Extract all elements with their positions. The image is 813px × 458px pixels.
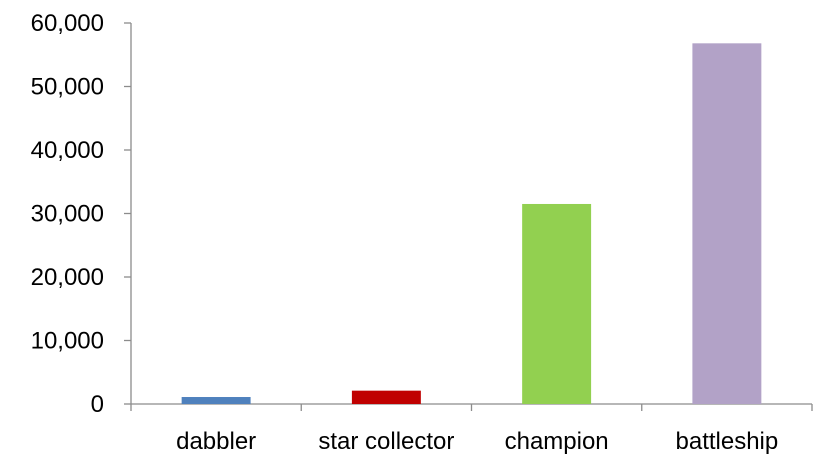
y-axis: 0 10,000 20,000 30,000 40,000 50,000 60,000 — [31, 10, 132, 418]
y-tick-label: 20,000 — [31, 264, 104, 291]
x-tick-label: champion — [505, 428, 609, 455]
y-tick-label: 0 — [91, 391, 104, 418]
x-tick-label: dabbler — [176, 428, 256, 455]
bar-champion — [522, 203, 592, 404]
y-tick-label: 50,000 — [31, 74, 104, 101]
bar-battleship — [692, 43, 762, 404]
y-tick-label: 10,000 — [31, 328, 104, 355]
x-tick-label: star collector — [318, 428, 454, 455]
y-tick-label: 60,000 — [31, 10, 104, 37]
bar-dabbler — [181, 397, 251, 404]
bar-star-collector — [351, 390, 421, 404]
x-tick-label: battleship — [676, 428, 779, 455]
y-tick-label: 30,000 — [31, 201, 104, 228]
x-axis — [130, 403, 813, 411]
bar-series — [181, 43, 762, 404]
y-tick-label: 40,000 — [31, 137, 104, 164]
x-tick-labels: dabbler star collector champion battleship — [176, 428, 778, 455]
